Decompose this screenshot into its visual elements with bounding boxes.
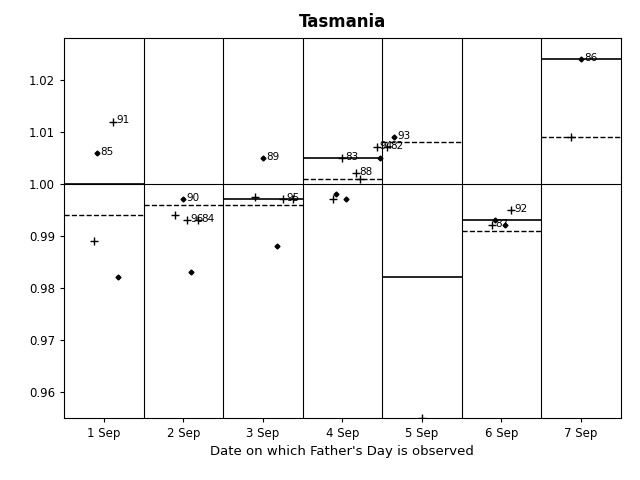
Text: 88: 88: [359, 168, 372, 178]
Text: 87: 87: [495, 219, 508, 229]
Text: 86: 86: [584, 53, 598, 63]
Text: 83: 83: [346, 152, 359, 162]
Text: 95: 95: [286, 193, 299, 204]
Text: 90: 90: [186, 193, 200, 204]
Text: 85: 85: [100, 147, 114, 156]
Text: 89: 89: [266, 152, 279, 162]
Text: 91: 91: [116, 116, 130, 125]
X-axis label: Date on which Father's Day is observed: Date on which Father's Day is observed: [211, 445, 474, 458]
Text: 94: 94: [380, 142, 393, 152]
Title: Tasmania: Tasmania: [299, 13, 386, 31]
Text: 84: 84: [201, 214, 214, 224]
Text: 82: 82: [390, 142, 403, 152]
Text: 92: 92: [514, 204, 527, 214]
Text: 96: 96: [191, 214, 204, 224]
Text: 93: 93: [397, 131, 410, 141]
